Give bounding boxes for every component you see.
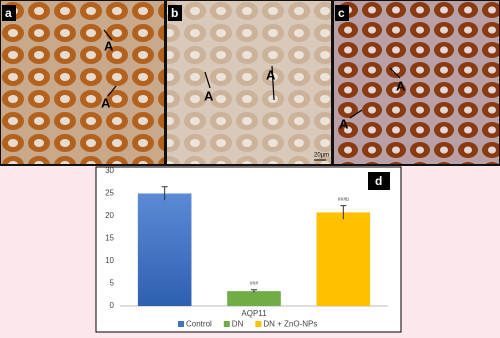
- legend-swatch: [178, 321, 184, 327]
- arrow-label: A: [204, 88, 214, 103]
- micrograph: [334, 1, 499, 164]
- legend-swatch: [255, 321, 262, 327]
- x-tick-label: AQP11: [241, 309, 267, 318]
- arrow-label: A: [266, 67, 276, 82]
- panel-label-box: [368, 172, 390, 190]
- chart: 0 5 10 15 20 25 30 ### ###b AQP11 Control DN DN + Zn…: [105, 166, 388, 329]
- y-tick-label: 10: [105, 256, 114, 265]
- panel-label-box: [2, 5, 16, 21]
- legend-label: DN + ZnO-NPs: [263, 320, 317, 329]
- y-tick-label: 20: [105, 211, 114, 220]
- panel-label: a: [5, 6, 12, 20]
- arrows: [103, 29, 401, 119]
- annotation: ###b: [338, 197, 349, 203]
- panel-label: b: [171, 6, 178, 20]
- panel-label-box: [168, 5, 182, 21]
- panel-label-box: [335, 5, 349, 21]
- panel-label: c: [338, 6, 345, 20]
- arrow-label: A: [396, 78, 406, 93]
- legend-label: DN: [232, 320, 244, 329]
- error-bar: [340, 205, 347, 220]
- arrow-label: A: [339, 116, 349, 131]
- y-tick-label: 25: [105, 189, 114, 198]
- legend-label: Control: [186, 320, 212, 329]
- annotation: ###: [250, 281, 259, 287]
- legend-swatch: [223, 321, 230, 327]
- micrograph: [167, 1, 331, 164]
- arrow-label: A: [101, 95, 111, 110]
- y-tick-label: 0: [110, 301, 115, 310]
- arrow-label: A: [104, 38, 114, 53]
- bar: [227, 291, 281, 306]
- scale-bar-label: 20µm: [314, 153, 329, 159]
- error-bar: [251, 289, 257, 293]
- error-bar: [161, 186, 168, 201]
- panel-label: d: [375, 174, 382, 188]
- bar: [137, 193, 192, 306]
- y-tick-label: 30: [105, 166, 114, 175]
- micrograph: [1, 1, 164, 164]
- bar: [316, 212, 371, 306]
- y-tick-label: 15: [105, 234, 114, 243]
- y-tick-label: 5: [110, 279, 115, 288]
